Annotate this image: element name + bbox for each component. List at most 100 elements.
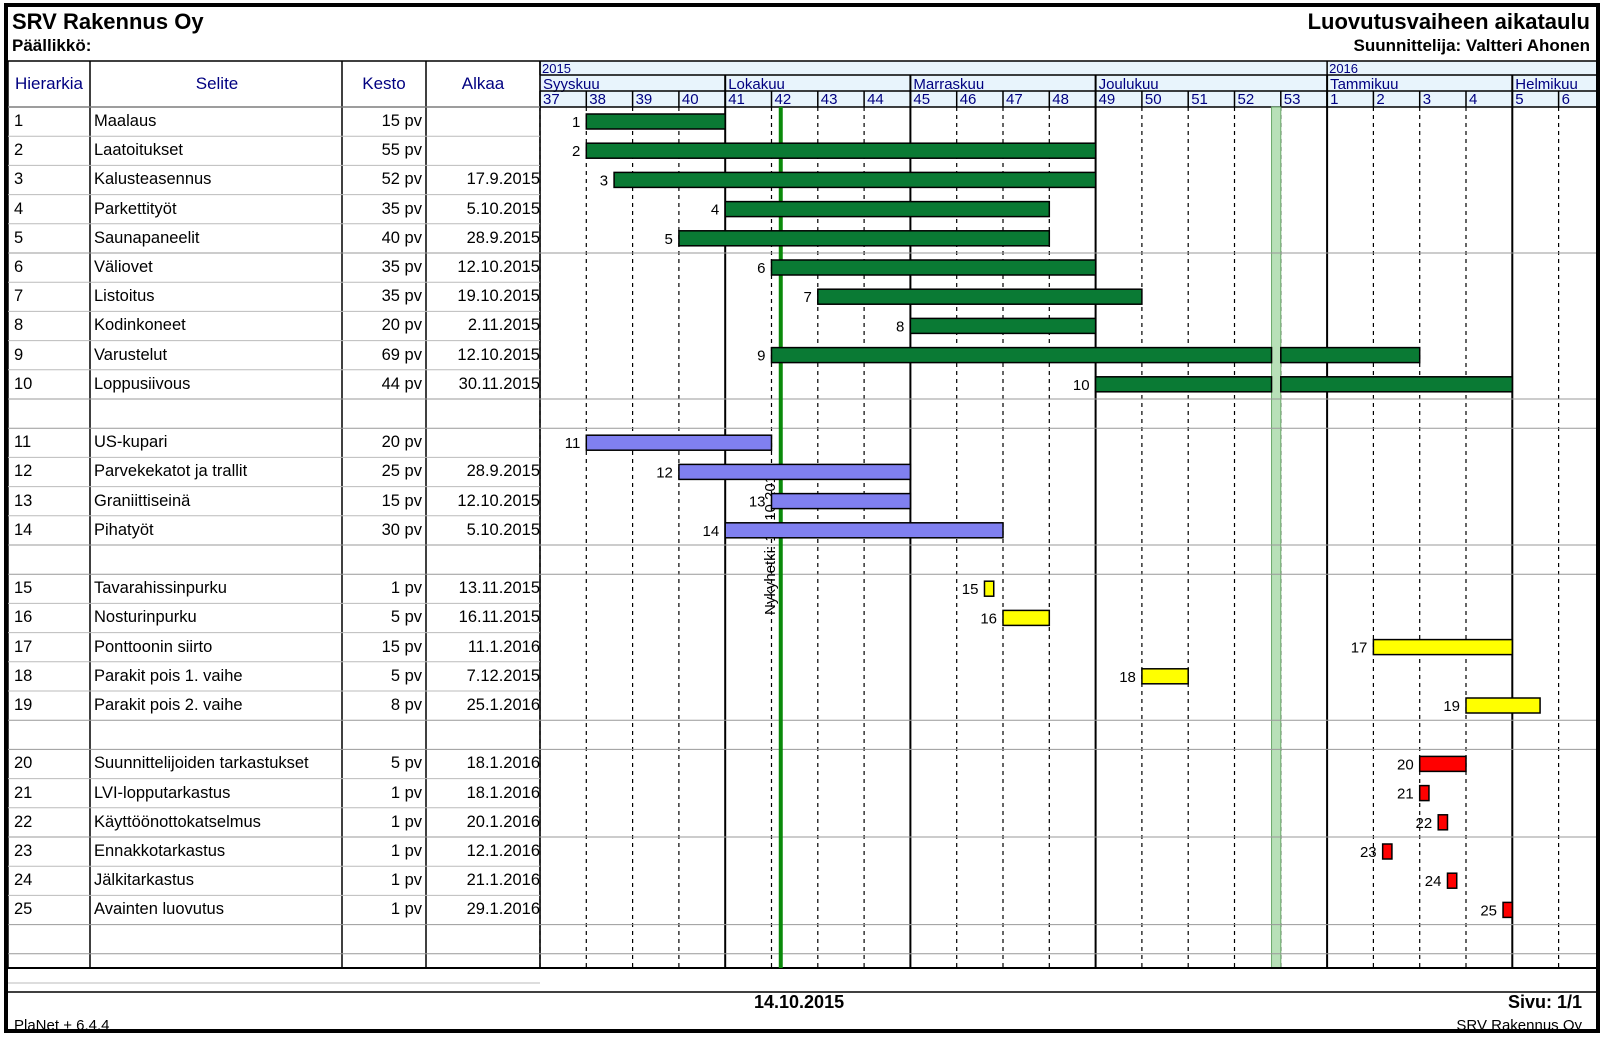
schedule-title: Luovutusvaiheen aikataulu xyxy=(1307,9,1590,34)
week-label: 47 xyxy=(1006,91,1023,108)
task-duration: 35 pv xyxy=(381,199,422,218)
task-id: 24 xyxy=(14,871,33,890)
bar-label: 7 xyxy=(803,289,811,306)
column-header-hierarchy[interactable]: Hierarkia xyxy=(14,74,84,93)
bar-label: 22 xyxy=(1416,815,1433,832)
bar-label: 6 xyxy=(757,260,765,277)
gantt-bar[interactable] xyxy=(585,434,773,451)
gantt-bar[interactable] xyxy=(678,463,912,481)
gantt-bar[interactable] xyxy=(817,288,1143,305)
task-name: Parakit pois 1. vaihe xyxy=(94,666,243,685)
task-id: 15 xyxy=(14,579,33,598)
task-id: 19 xyxy=(14,696,33,714)
week-label: 50 xyxy=(1145,91,1162,108)
task-duration: 30 pv xyxy=(381,520,422,539)
task-id: 3 xyxy=(14,170,24,189)
bar-label: 2 xyxy=(572,143,580,160)
task-duration: 1 pv xyxy=(390,842,422,860)
week-label: 39 xyxy=(636,91,653,108)
gantt-bar[interactable] xyxy=(1094,376,1273,393)
gantt-bar[interactable] xyxy=(1446,872,1458,889)
gantt-bar[interactable] xyxy=(1465,697,1541,714)
task-name: Tavarahissinpurku xyxy=(94,579,227,598)
task-name: Avainten luovutus xyxy=(94,900,224,919)
week-label: 40 xyxy=(682,91,699,108)
week-label: 45 xyxy=(913,91,930,108)
gantt-bar[interactable] xyxy=(585,113,726,130)
week-label: 37 xyxy=(543,91,560,108)
gantt-bar[interactable] xyxy=(1280,346,1421,364)
gantt-bar[interactable] xyxy=(1280,376,1514,393)
task-start: 7.12.2015 xyxy=(466,666,540,685)
gantt-bar[interactable] xyxy=(770,346,1273,364)
task-duration: 40 pv xyxy=(381,228,422,247)
week-label: 42 xyxy=(775,91,792,108)
task-name: Parkettityöt xyxy=(94,199,177,218)
task-name: Ennakkotarkastus xyxy=(94,842,226,860)
week-label: 46 xyxy=(960,91,977,108)
year-label: 2015 xyxy=(542,61,571,76)
task-duration: 15 pv xyxy=(381,637,422,656)
app-version: PlaNet + 6.4.4 xyxy=(14,1017,110,1033)
task-duration: 5 pv xyxy=(390,608,422,627)
task-start: 20.1.2016 xyxy=(466,812,540,831)
gantt-bar[interactable] xyxy=(909,317,1097,335)
gantt-bar[interactable] xyxy=(613,171,1097,189)
gantt-chart: 37 38 39 40 41 42 43 44 45 46 47 48 49 50 51 52 53 1 2 3 4 5 6… xyxy=(8,60,1596,993)
week-label: 51 xyxy=(1191,91,1208,108)
task-id: 2 xyxy=(14,141,24,160)
task-name: Saunapaneelit xyxy=(94,228,200,247)
bar-label: 5 xyxy=(665,231,673,248)
gantt-bar[interactable] xyxy=(1418,784,1430,802)
gantt-bar[interactable] xyxy=(678,230,1051,247)
gantt-bar[interactable] xyxy=(770,492,912,510)
task-start: 13.11.2015 xyxy=(458,579,540,598)
task-name: Kalusteasennus xyxy=(94,170,212,189)
task-name: Laatoitukset xyxy=(94,141,183,160)
task-id: 20 xyxy=(14,754,33,773)
task-name: Parvekekatot ja trallit xyxy=(94,462,248,481)
gantt-bar[interactable] xyxy=(1002,609,1051,627)
task-start: 18.1.2016 xyxy=(466,754,540,773)
week-label: 5 xyxy=(1515,91,1523,108)
task-id: 22 xyxy=(14,812,33,831)
task-name: US-kupari xyxy=(94,433,168,452)
task-id: 8 xyxy=(14,316,24,335)
gantt-bar[interactable] xyxy=(585,142,1097,159)
gantt-bar[interactable] xyxy=(1372,638,1514,656)
bar-label: 1 xyxy=(572,114,580,131)
week-label: 1 xyxy=(1330,91,1338,108)
column-header-duration[interactable]: Kesto xyxy=(362,74,406,93)
gantt-bar[interactable] xyxy=(1418,755,1467,773)
task-id: 7 xyxy=(14,287,24,306)
month-label: Marraskuu xyxy=(913,76,984,93)
year-label: 2016 xyxy=(1329,61,1358,76)
bar-label: 11 xyxy=(565,435,581,452)
task-start: 28.9.2015 xyxy=(466,228,540,247)
gantt-bar[interactable] xyxy=(770,259,1097,276)
task-duration: 35 pv xyxy=(381,287,422,306)
task-id: 21 xyxy=(14,783,33,802)
week-label: 43 xyxy=(821,91,838,108)
column-header-description[interactable]: Selite xyxy=(195,74,239,93)
bar-label: 13 xyxy=(749,494,766,511)
task-id: 12 xyxy=(14,462,33,481)
month-label: Lokakuu xyxy=(728,76,785,93)
bar-label: 16 xyxy=(980,610,997,627)
gantt-bar[interactable] xyxy=(1381,843,1393,860)
gantt-bar[interactable] xyxy=(983,580,995,597)
task-id: 10 xyxy=(14,374,33,393)
gantt-bar[interactable] xyxy=(1141,668,1189,685)
gantt-bar[interactable] xyxy=(1437,814,1449,831)
week-label: 44 xyxy=(867,91,884,108)
gantt-bar[interactable] xyxy=(724,200,1051,218)
today-label: Nykyhetki: 14.10.2015 xyxy=(762,467,779,615)
gantt-sheet: SRV Rakennus Oy Päällikkö: Luovutusvaihe… xyxy=(4,3,1600,1033)
bar-label: 8 xyxy=(896,318,904,335)
gantt-bar[interactable] xyxy=(724,522,1004,539)
gantt-bar[interactable] xyxy=(1502,901,1514,919)
task-id: 13 xyxy=(14,491,33,510)
task-duration: 1 pv xyxy=(390,871,422,890)
bar-label: 21 xyxy=(1397,786,1414,803)
column-header-start[interactable]: Alkaa xyxy=(461,74,505,93)
